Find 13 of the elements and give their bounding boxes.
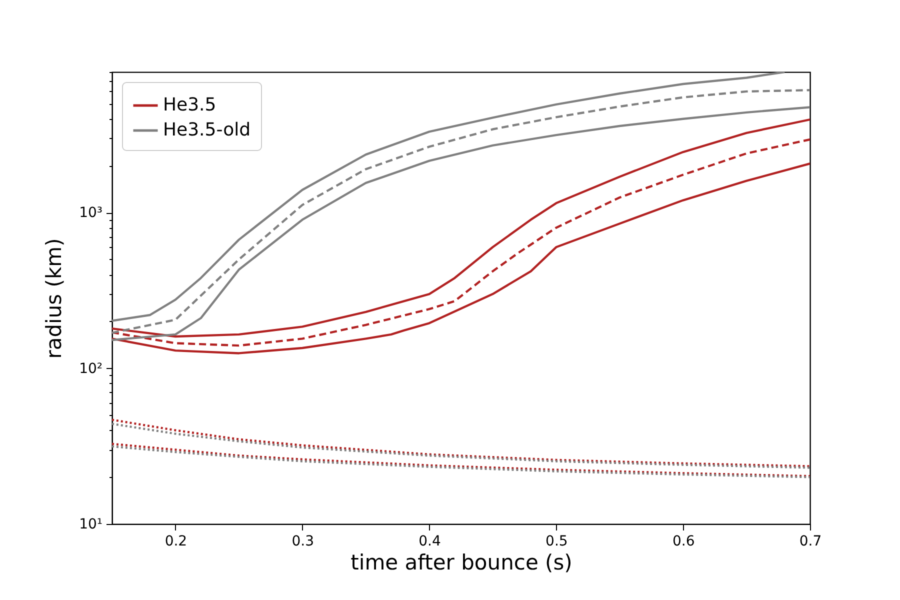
x-tick-label: 0.2	[164, 534, 188, 550]
legend-label: He3.5	[163, 94, 216, 116]
y-tick-label: 10²	[79, 360, 102, 377]
x-tick-label: 0.7	[799, 534, 822, 550]
y-tick-label: 10³	[79, 205, 102, 222]
x-tick-label: 0.4	[418, 534, 441, 550]
legend-label: He3.5-old	[163, 120, 251, 140]
x-tick-label: 0.3	[292, 534, 314, 550]
x-tick-label: 0.6	[672, 534, 695, 550]
y-axis-title: radius (km)	[42, 238, 66, 359]
y-tick-label: 10¹	[79, 516, 102, 532]
x-axis-title: time after bounce (s)	[350, 550, 572, 574]
x-tick-label: 0.5	[546, 534, 568, 550]
